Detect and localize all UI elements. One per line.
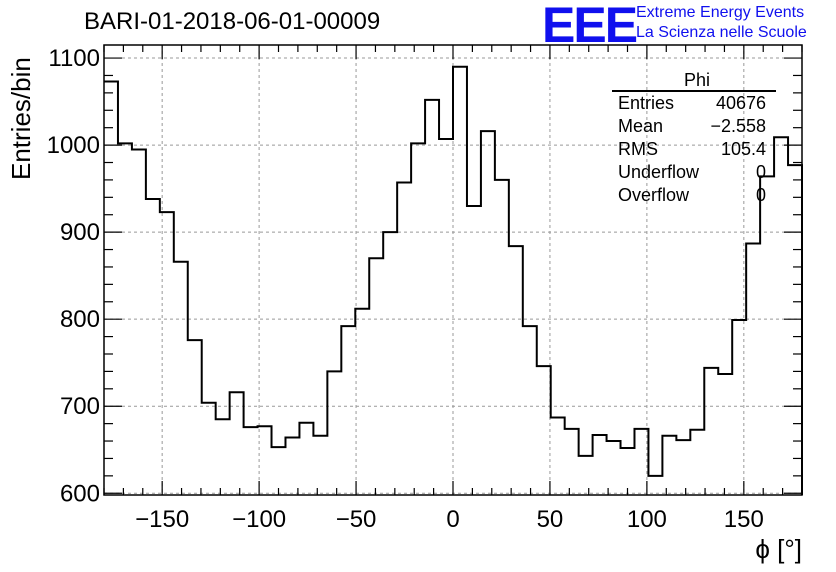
stats-box: Phi Entries 40676 Mean −2.558 RMS 105.4 … xyxy=(612,70,776,207)
stats-key: Entries xyxy=(618,93,675,113)
x-tick-label: −100 xyxy=(232,506,286,533)
stats-key: RMS xyxy=(618,139,658,159)
axes xyxy=(103,44,803,496)
x-tick-label: 150 xyxy=(724,506,764,533)
stats-row-overflow: Overflow 0 xyxy=(612,184,776,207)
stats-key: Mean xyxy=(618,116,664,136)
brand-line-1: Extreme Energy Events xyxy=(636,4,805,21)
y-tick-label: 800 xyxy=(60,306,100,333)
x-tick-label: 50 xyxy=(537,506,564,533)
stats-value: 40676 xyxy=(715,93,766,113)
y-tick-label: 600 xyxy=(60,480,100,507)
stats-value: 105.4 xyxy=(720,139,766,159)
stats-name: Phi xyxy=(612,70,776,92)
stats-row-entries: Entries 40676 xyxy=(612,92,776,115)
brand-line-2: La Scienza nelle Scuole xyxy=(636,24,807,41)
x-tick-label: 0 xyxy=(446,506,459,533)
y-tick-label: 1000 xyxy=(47,132,100,159)
stats-row-rms: RMS 105.4 xyxy=(612,138,776,161)
stats-row-underflow: Underflow 0 xyxy=(612,161,776,184)
x-tick-labels: −150 −100 −50 0 50 100 150 xyxy=(135,506,764,533)
stats-value: 0 xyxy=(755,185,766,205)
chart-title: BARI-01-2018-06-01-00009 xyxy=(84,8,381,35)
stats-value: 0 xyxy=(755,162,766,182)
y-tick-label: 700 xyxy=(60,393,100,420)
y-tick-label: 1100 xyxy=(48,45,100,72)
y-tick-label: 900 xyxy=(60,219,100,246)
stats-key: Underflow xyxy=(618,162,700,182)
grid-lines xyxy=(104,45,802,495)
stats-row-mean: Mean −2.558 xyxy=(612,115,776,138)
x-tick-label: −50 xyxy=(336,506,377,533)
stats-key: Overflow xyxy=(618,185,690,205)
eee-logo: EEE xyxy=(542,0,638,53)
y-axis-label: Entries/bin xyxy=(6,57,36,180)
x-tick-label: −150 xyxy=(135,506,189,533)
y-tick-labels: 600 700 800 900 1000 1100 xyxy=(47,45,100,507)
histogram-line xyxy=(104,65,803,495)
x-tick-label: 100 xyxy=(627,506,667,533)
x-axis-label: ϕ [°] xyxy=(755,534,802,564)
stats-value: −2.558 xyxy=(710,116,766,136)
